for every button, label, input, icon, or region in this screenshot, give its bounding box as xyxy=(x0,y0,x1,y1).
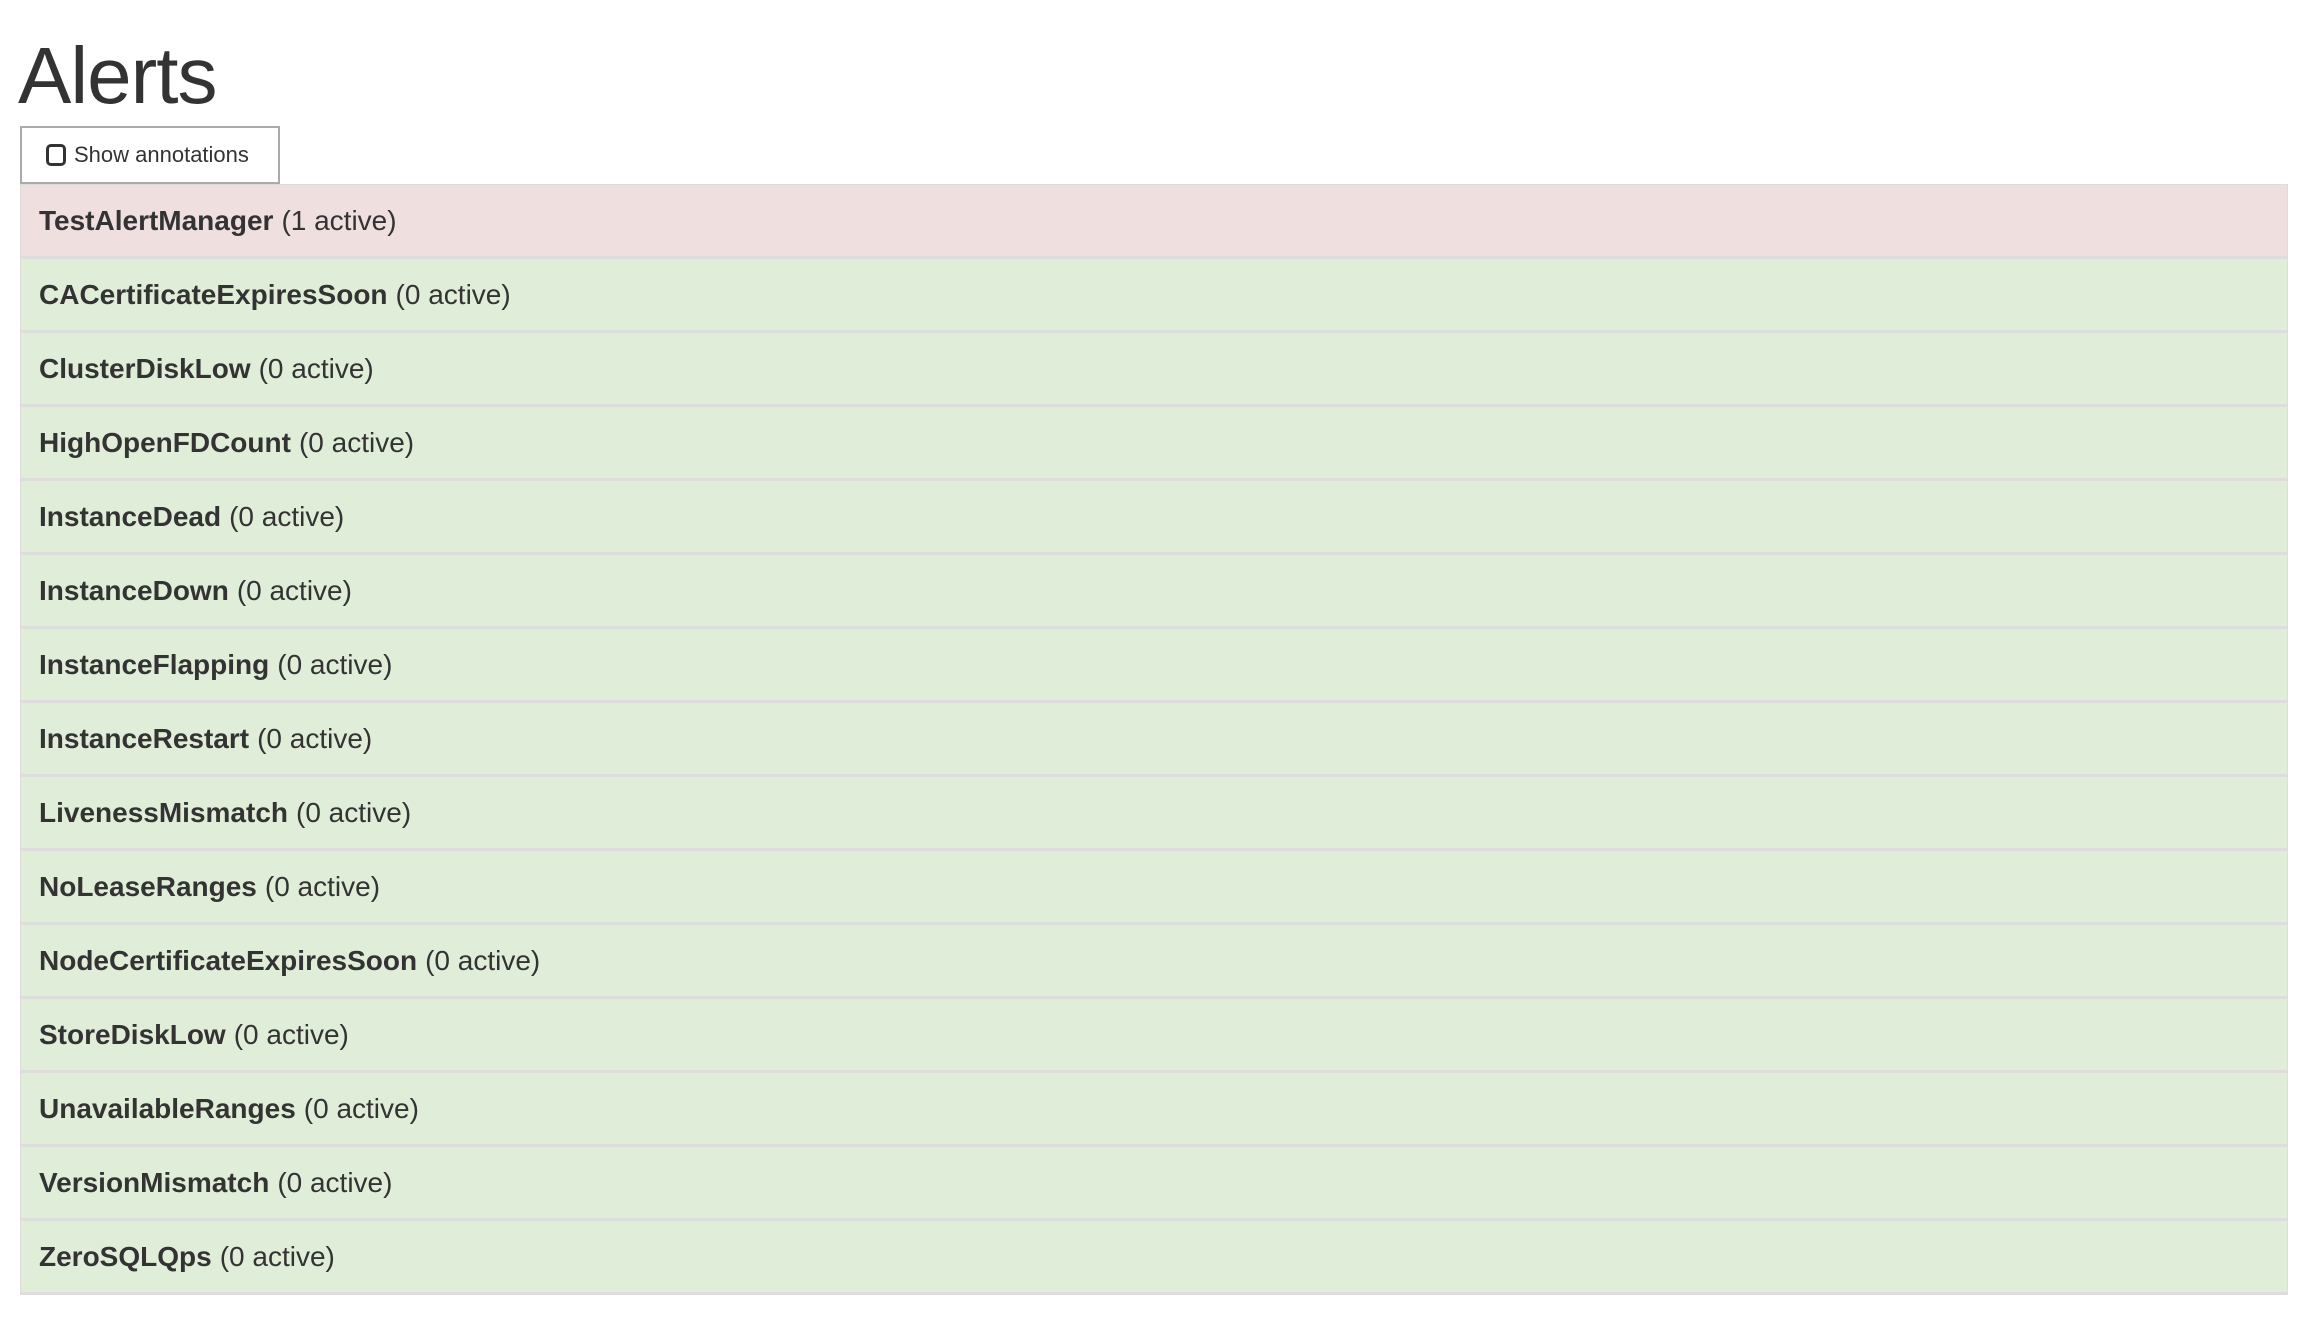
alert-name: HighOpenFDCount xyxy=(39,426,291,458)
alert-active-count: (0 active) xyxy=(298,426,415,458)
alert-group-row[interactable]: CACertificateExpiresSoon (0 active) xyxy=(21,259,2287,333)
alert-name: ClusterDiskLow xyxy=(39,352,251,384)
alert-group-row[interactable]: VersionMismatch (0 active) xyxy=(21,1147,2287,1221)
alert-name: ZeroSQLQps xyxy=(39,1240,212,1272)
alert-active-count: (0 active) xyxy=(425,944,541,976)
alert-active-count: (0 active) xyxy=(277,648,393,680)
alert-group-row[interactable]: InstanceDead (0 active) xyxy=(21,481,2287,555)
alert-group-row[interactable]: NoLeaseRanges (0 active) xyxy=(21,851,2287,925)
alert-name: CACertificateExpiresSoon xyxy=(39,278,388,310)
alert-active-count: (0 active) xyxy=(264,870,381,902)
alert-name: NoLeaseRanges xyxy=(39,870,257,902)
alert-group-row[interactable]: InstanceRestart (0 active) xyxy=(21,703,2287,777)
alert-active-count: (1 active) xyxy=(281,204,397,236)
alert-active-count: (0 active) xyxy=(233,1018,349,1050)
alert-name: UnavailableRanges xyxy=(39,1092,296,1124)
alert-group-row[interactable]: StoreDiskLow (0 active) xyxy=(21,999,2287,1073)
alert-name: InstanceFlapping xyxy=(39,648,270,680)
show-annotations-button[interactable]: Show annotations xyxy=(20,126,280,184)
alert-group-row[interactable]: UnavailableRanges (0 active) xyxy=(21,1073,2287,1147)
alert-active-count: (0 active) xyxy=(296,796,412,828)
alert-name: InstanceDown xyxy=(39,574,229,606)
alert-group-row[interactable]: TestAlertManager (1 active) xyxy=(21,185,2287,259)
alert-group-row[interactable]: NodeCertificateExpiresSoon (0 active) xyxy=(21,925,2287,999)
alert-name: NodeCertificateExpiresSoon xyxy=(39,944,418,976)
alert-active-count: (0 active) xyxy=(219,1240,335,1272)
alert-name: InstanceRestart xyxy=(39,722,250,754)
alert-active-count: (0 active) xyxy=(257,722,373,754)
alert-active-count: (0 active) xyxy=(303,1092,419,1124)
checkbox-icon[interactable] xyxy=(46,144,66,166)
page-title: Alerts xyxy=(18,31,217,120)
alert-name: StoreDiskLow xyxy=(39,1018,226,1050)
alert-group-row[interactable]: ClusterDiskLow (0 active) xyxy=(21,333,2287,407)
show-annotations-label: Show annotations xyxy=(74,142,249,167)
alert-group-row[interactable]: LivenessMismatch (0 active) xyxy=(21,777,2287,851)
alert-active-count: (0 active) xyxy=(277,1166,393,1198)
alert-name: VersionMismatch xyxy=(39,1166,270,1198)
alert-group-row[interactable]: InstanceFlapping (0 active) xyxy=(21,629,2287,703)
alert-name: InstanceDead xyxy=(39,500,222,532)
alert-active-count: (0 active) xyxy=(229,500,345,532)
alert-active-count: (0 active) xyxy=(395,278,511,310)
alert-active-count: (0 active) xyxy=(236,574,352,606)
alert-name: LivenessMismatch xyxy=(39,796,288,828)
alert-group-row[interactable]: ZeroSQLQps (0 active) xyxy=(21,1221,2287,1295)
alert-name: TestAlertManager xyxy=(39,204,274,236)
alert-list: TestAlertManager (1 active) CACertificateE… xyxy=(20,184,2288,1295)
alert-group-row[interactable]: InstanceDown (0 active) xyxy=(21,555,2287,629)
alert-active-count: (0 active) xyxy=(258,352,374,384)
alert-group-row[interactable]: HighOpenFDCount (0 active) xyxy=(21,407,2287,481)
